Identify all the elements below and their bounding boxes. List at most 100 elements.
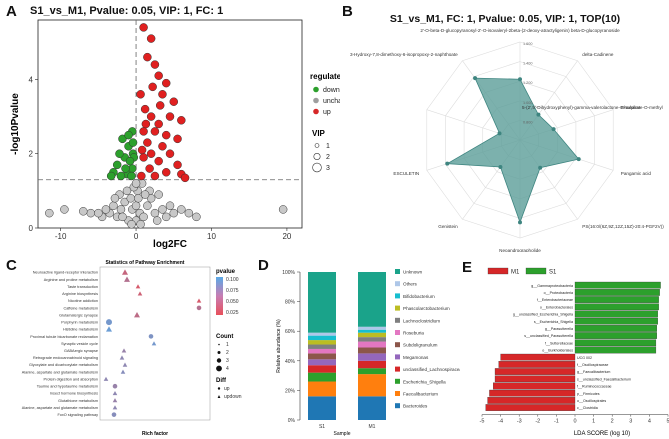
lda-bar-S1	[574, 289, 660, 296]
count-size-label: 3	[226, 358, 229, 364]
lda-tick-label: 5	[666, 419, 669, 425]
vip-size-marker	[313, 153, 321, 161]
legend-label: Faecalibacterium	[403, 392, 438, 397]
count-size-label: 2	[226, 350, 229, 356]
vip-size-label: 2	[326, 154, 330, 161]
stack-segment	[358, 337, 386, 342]
radar-point	[538, 165, 543, 170]
pathway-point-updown	[121, 348, 127, 353]
lda-bar-S1	[574, 310, 658, 318]
radar-axis-label: Rhoeaine	[621, 105, 641, 110]
stack-segment	[358, 332, 386, 338]
y-tick-label: 0%	[288, 418, 296, 424]
legend-label: Unknown	[403, 270, 423, 275]
volcano-point-unchanged	[101, 205, 111, 214]
volcano-point-down	[121, 164, 130, 173]
stack-segment	[308, 396, 336, 420]
radar-polygon	[445, 77, 580, 224]
stack-segment	[308, 381, 336, 397]
legend-swatch	[395, 269, 400, 274]
pathway-point-updown	[112, 391, 118, 396]
legend-swatch	[395, 378, 400, 384]
volcano-point-unchanged	[143, 201, 152, 210]
legend-swatch	[395, 354, 400, 360]
lda-bar-S1	[574, 325, 657, 332]
pathway-label: Alanine, aspartate and glutamate metabol…	[22, 370, 98, 374]
pathway-label: Glyoxylate and dicarboxylate metabolism	[29, 363, 98, 367]
pvalue-tick-label: 0.050	[226, 299, 239, 305]
volcano-point-up	[165, 112, 175, 121]
volcano-title: S1_vs_M1, Pvalue: 0.05, VIP: 1, FC: 1	[30, 5, 223, 17]
lda-bar-label: f__Enterobacteriaceae	[537, 298, 573, 302]
stack-segment	[358, 326, 386, 330]
pathway-point-updown	[196, 298, 202, 303]
stack-segment	[308, 372, 336, 382]
count-size-marker	[217, 351, 221, 354]
pathway-label: Insect hormone biosynthesis	[50, 392, 98, 396]
volcano-plot-area	[37, 19, 303, 229]
volcano-point-unchanged	[136, 220, 145, 229]
lda-tick-label: 3	[629, 419, 632, 425]
volcano-point-unchanged	[158, 205, 167, 214]
legend-swatch-S1	[525, 267, 547, 275]
radar-axis-label: Pangamic acid	[621, 171, 652, 176]
lda-tick-label: -1	[554, 419, 559, 425]
lda-bar-label: o__Enterobacterales	[540, 305, 573, 309]
lda-x-label: LDA SCORE (log 10)	[574, 431, 630, 437]
pathway-point-updown	[120, 369, 126, 374]
legend-label: Others	[403, 282, 417, 287]
pathway-point-updown	[124, 276, 130, 282]
volcano-point-up	[154, 71, 163, 80]
panel-letter: C	[6, 257, 17, 274]
volcano-point-up	[146, 112, 156, 121]
legend-label-M1: M1	[511, 270, 520, 276]
y-tick-label: 100%	[282, 270, 295, 276]
pathway-point-updown	[122, 362, 128, 367]
diff-marker-up	[217, 387, 221, 390]
legend-swatch	[395, 317, 400, 323]
volcano-point-unchanged	[109, 201, 118, 210]
volcano-point-up	[161, 168, 171, 177]
pathway-label: Neuroactive ligand-receptor interaction	[33, 271, 98, 275]
lda-bar-label: f__Oscillospiraceae	[577, 363, 608, 367]
count-size-label: 1	[226, 342, 229, 348]
volcano-point-up	[145, 164, 154, 173]
volcano-point-up	[180, 173, 190, 183]
lda-tick-label: 0	[573, 419, 576, 425]
lda-tick-label: -3	[517, 419, 522, 425]
volcano-point-up	[137, 171, 146, 181]
volcano-point-unchanged	[94, 208, 103, 218]
pathway-label: FoxO signaling pathway	[57, 413, 98, 417]
radar-ring-label: 1.600	[523, 42, 533, 46]
x-tick-label: 20	[282, 232, 291, 241]
legend-swatch	[395, 403, 400, 409]
legend-label: Escherichia_Shigella	[403, 379, 446, 384]
stack-segment	[358, 341, 386, 348]
y-tick-label: 40%	[285, 359, 296, 365]
volcano-point-up	[139, 153, 148, 162]
lda-bar-label: o__Oscillospirales	[577, 399, 606, 403]
volcano-point-up	[177, 116, 186, 125]
enrichment-title: Statistics of Pathway Enrichment	[106, 260, 185, 266]
stack-segment	[358, 329, 386, 333]
legend-dot-down	[313, 86, 319, 93]
stack-segment	[308, 344, 336, 349]
volcano-point-unchanged	[278, 205, 288, 214]
legend-swatch	[395, 342, 400, 348]
vip-size-label: 1	[326, 143, 330, 150]
volcano-point-unchanged	[79, 207, 88, 216]
volcano-point-up	[154, 156, 163, 166]
pathway-point-updown	[106, 326, 112, 332]
radar-point	[551, 127, 556, 132]
pathway-point-updown	[122, 269, 128, 275]
pathway-point-updown	[135, 284, 141, 289]
legend-label: Phascolarctobacterium	[403, 306, 450, 311]
radar-point	[576, 157, 581, 162]
legend-label: Subdoligranulum	[403, 343, 438, 348]
stack-segment	[358, 353, 386, 361]
y-tick-label: 4	[29, 75, 34, 84]
vip-size-marker	[314, 143, 320, 148]
lda-bar-label: g__Parasutterella	[545, 327, 573, 331]
volcano-point-up	[139, 23, 148, 32]
volcano-point-unchanged	[122, 186, 132, 196]
